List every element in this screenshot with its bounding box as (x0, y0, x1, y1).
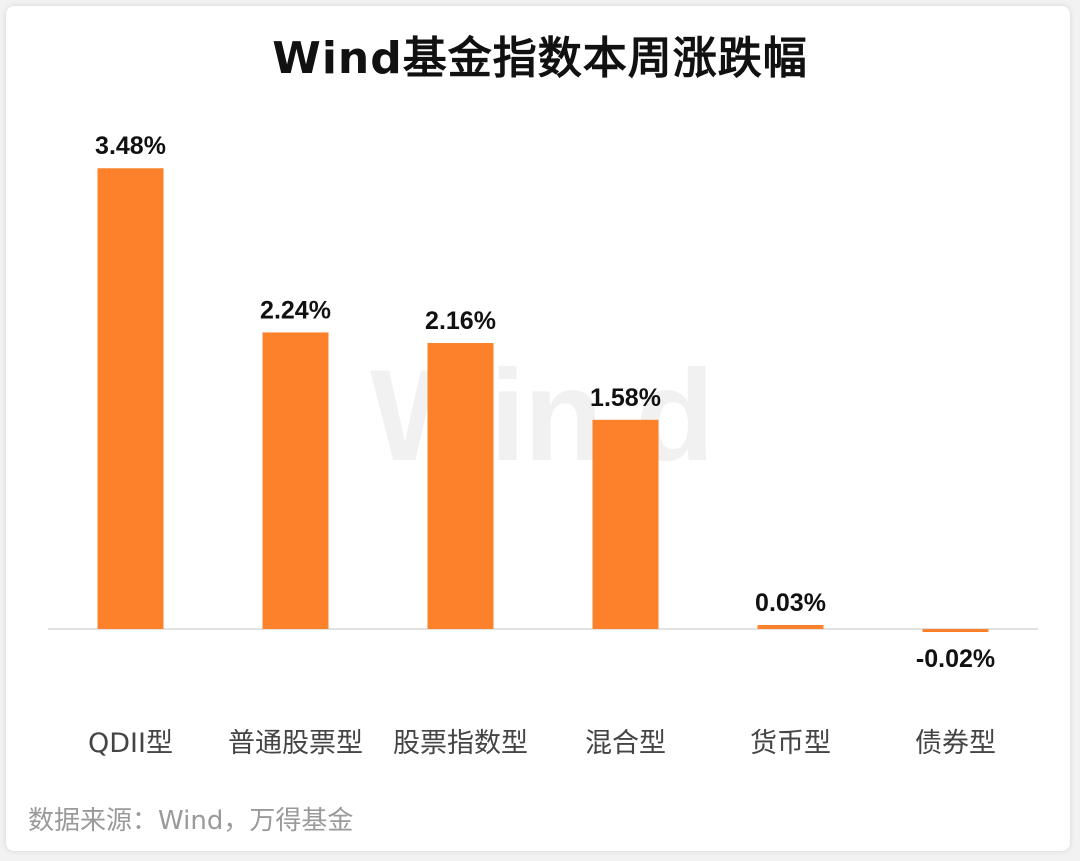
data-source-note: 数据来源：Wind，万得基金 (28, 806, 354, 836)
bar-1 (262, 332, 329, 629)
bar-value-label-1: 2.24% (260, 296, 331, 324)
category-label-2: 股票指数型 (393, 728, 528, 759)
bar-4 (757, 625, 824, 629)
bar-3 (592, 419, 659, 629)
bar-value-label-0: 3.48% (95, 132, 166, 160)
bar-value-label-5: -0.02% (916, 645, 995, 673)
category-label-4: 货币型 (750, 728, 831, 759)
category-label-3: 混合型 (585, 728, 666, 759)
chart-title: Wind基金指数本周涨跌幅 (272, 33, 808, 84)
bar-5 (922, 629, 989, 632)
chart-card (6, 6, 1070, 851)
category-label-0: QDII型 (88, 728, 173, 759)
bar-value-label-4: 0.03% (755, 589, 826, 617)
bar-value-label-2: 2.16% (425, 307, 496, 335)
bar-0 (97, 168, 164, 630)
bar-value-label-3: 1.58% (590, 384, 661, 412)
category-label-5: 债券型 (915, 728, 996, 759)
category-label-1: 普通股票型 (228, 728, 363, 759)
bar-2 (427, 343, 494, 629)
